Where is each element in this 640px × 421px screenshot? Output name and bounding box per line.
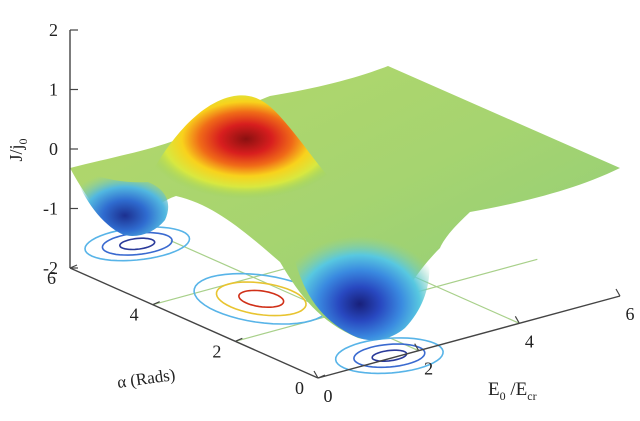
y-tick-label-1: 4 (130, 305, 139, 325)
y-axis-label: α (Rads) (116, 365, 177, 392)
x-tick-label-1: 2 (424, 359, 433, 379)
surface-left-trough (72, 168, 169, 236)
y-axis-line (69, 267, 319, 379)
x-tick-3 (615, 288, 621, 297)
y-tick-label-0: 6 (47, 268, 56, 288)
z-tick-label-4: -2 (43, 258, 58, 278)
y-tick-label-3: 0 (295, 378, 304, 398)
contour-bottom-2 (371, 349, 408, 362)
z-tick-label-2: 0 (49, 139, 58, 159)
contour-bottom-1 (353, 343, 426, 369)
z-axis-label-sub: 0 (16, 138, 30, 144)
x-axis-label-mid: /E (506, 379, 528, 400)
x-tick-label-3: 6 (626, 304, 635, 324)
x-axis-label-sub2: cr (527, 389, 536, 403)
x-tick-label-0: 0 (324, 386, 333, 406)
x-axis-label-sub1: 0 (500, 389, 506, 403)
y-tick-2 (235, 337, 243, 342)
contour-top-1 (101, 231, 173, 256)
z-tick-label-1: 1 (49, 80, 58, 100)
z-axis-label: J/j0 (6, 138, 30, 161)
z-tick-label-0: 2 (49, 20, 58, 40)
x-tick-1 (414, 343, 420, 351)
y-tick-3 (317, 374, 326, 379)
contour-bottom-0 (334, 337, 444, 375)
z-axis-label-main: J/j (6, 144, 26, 161)
floor-contours (84, 226, 444, 375)
surface-peak (152, 95, 340, 205)
x-axis-line (317, 295, 621, 379)
contour-center-2 (238, 289, 285, 308)
x-axis-label: E0 /Ecr (488, 379, 537, 403)
y-tick-1 (152, 301, 160, 306)
surface-trough (290, 226, 430, 341)
x-tick-0 (313, 370, 319, 379)
x-axis-label-base1: E (488, 379, 500, 400)
y-tick-label-2: 2 (212, 341, 221, 361)
x-tick-label-2: 4 (525, 331, 534, 351)
contour-center-1 (215, 281, 307, 317)
surface (70, 66, 620, 341)
y-tick-0 (69, 264, 78, 269)
axes (69, 29, 621, 379)
z-tick-label-3: -1 (43, 199, 58, 219)
x-tick-2 (514, 316, 520, 324)
contour-top-2 (118, 237, 156, 251)
